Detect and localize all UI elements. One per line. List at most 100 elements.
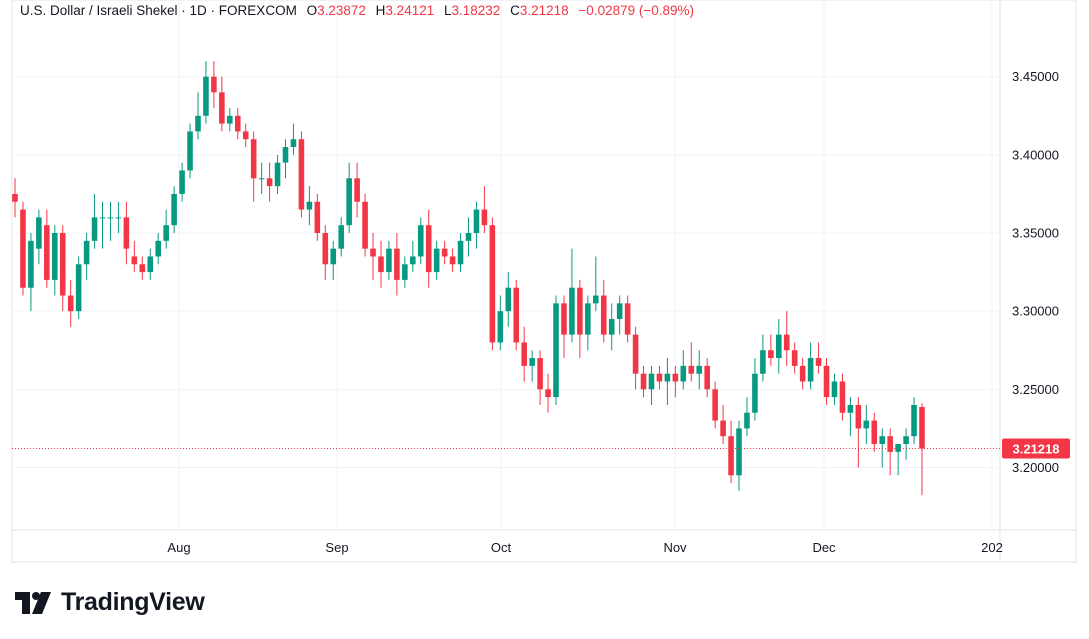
candle-body — [417, 225, 424, 257]
candle-body — [879, 436, 886, 445]
candle-body — [919, 406, 925, 449]
tradingview-logo-icon — [15, 591, 51, 614]
candle-body — [847, 404, 854, 413]
candle-body — [227, 115, 233, 124]
x-tick-label: Nov — [663, 540, 687, 555]
candle-body — [139, 264, 146, 273]
candle-body — [234, 115, 241, 132]
y-tick-label: 3.35000 — [1012, 226, 1059, 241]
candle-body — [704, 365, 710, 390]
candle-body — [871, 420, 878, 445]
close-value: 3.21218 — [519, 3, 569, 18]
chart-border — [11, 0, 1077, 563]
candle-body — [163, 225, 169, 241]
candle-body — [752, 373, 758, 413]
candle-body — [394, 248, 400, 280]
candle-body — [298, 139, 305, 210]
y-tick-label: 3.25000 — [1012, 382, 1059, 397]
candle-body — [529, 358, 535, 366]
candle-body — [815, 358, 822, 366]
candle-body — [648, 373, 655, 390]
candle-body — [370, 248, 376, 257]
candle-body — [593, 295, 599, 304]
low-value: 3.18232 — [451, 3, 501, 18]
candle-body — [863, 420, 870, 429]
candle-body — [911, 404, 917, 437]
candle-body — [489, 225, 496, 343]
candle-body — [672, 373, 679, 382]
last-price-label: 3.21218 — [1013, 441, 1060, 456]
candle-body — [903, 436, 909, 445]
candle-body — [155, 240, 161, 257]
candle-body — [441, 248, 448, 257]
candle-body — [203, 76, 209, 116]
candle-body — [266, 178, 273, 187]
candle-body — [664, 373, 671, 382]
candle-body — [545, 389, 551, 398]
candle-body — [28, 240, 34, 288]
y-tick-label: 3.20000 — [1012, 460, 1059, 475]
candle-body — [362, 201, 368, 249]
tradingview-logo[interactable]: TradingView — [15, 588, 205, 617]
candle-body — [107, 217, 114, 219]
candle-body — [720, 420, 726, 437]
candle-body — [386, 248, 392, 273]
candle-body — [51, 233, 58, 280]
x-tick-label: 202 — [981, 540, 1003, 555]
candle-body — [553, 303, 559, 398]
candle-body — [44, 225, 50, 280]
x-tick-label: Sep — [325, 540, 348, 555]
x-tick-label: Aug — [167, 540, 190, 555]
candle-body — [744, 412, 750, 429]
candle-body — [147, 256, 154, 273]
candle-body — [807, 358, 814, 382]
change-value: −0.02879 (−0.89%) — [578, 3, 695, 18]
candle-body — [346, 178, 352, 226]
candle-body — [831, 381, 838, 398]
candle-body — [736, 428, 742, 476]
candle-body — [608, 318, 615, 335]
candle-body — [36, 217, 42, 249]
candle-body — [410, 256, 416, 265]
candle-body — [195, 115, 201, 132]
candle-body — [211, 76, 217, 93]
y-tick-label: 3.40000 — [1012, 147, 1059, 162]
candle-body — [322, 233, 329, 265]
candle-body — [895, 444, 901, 452]
candle-body — [537, 358, 543, 390]
candle-body — [600, 295, 607, 335]
candle-body — [12, 193, 18, 202]
candle-body — [99, 217, 106, 219]
candle-body — [242, 131, 249, 140]
candle-body — [688, 365, 695, 374]
candle-body — [465, 233, 472, 241]
candle-body — [728, 436, 734, 476]
candle-body — [290, 139, 297, 148]
candle-body — [855, 404, 862, 429]
candle-body — [513, 287, 520, 343]
symbol-header: U.S. Dollar / Israeli Shekel · 1D · FORE… — [20, 3, 694, 18]
candle-body — [585, 303, 591, 335]
y-tick-label: 3.45000 — [1012, 69, 1059, 84]
candle-body — [656, 373, 663, 382]
candlestick-chart[interactable]: 3.20000 3.25000 3.30000 3.35000 3.40000 3.450… — [0, 0, 1089, 580]
candle-body — [20, 209, 26, 288]
candle-body — [577, 287, 583, 335]
close-label: C — [510, 3, 520, 18]
candle-body — [59, 233, 66, 296]
candle-body — [354, 178, 360, 202]
candle-body — [282, 147, 289, 163]
candle-body — [330, 248, 337, 265]
candle-body — [457, 240, 464, 265]
candle-body — [306, 201, 313, 210]
candle-body — [425, 225, 432, 273]
candle-body — [123, 217, 130, 249]
last-price-badge — [1002, 438, 1070, 459]
candle-body — [83, 240, 90, 265]
candle-body — [314, 201, 321, 234]
candle-body — [338, 225, 344, 249]
open-label: O — [306, 3, 318, 18]
candle-body — [378, 256, 384, 273]
candle-body — [783, 334, 790, 351]
